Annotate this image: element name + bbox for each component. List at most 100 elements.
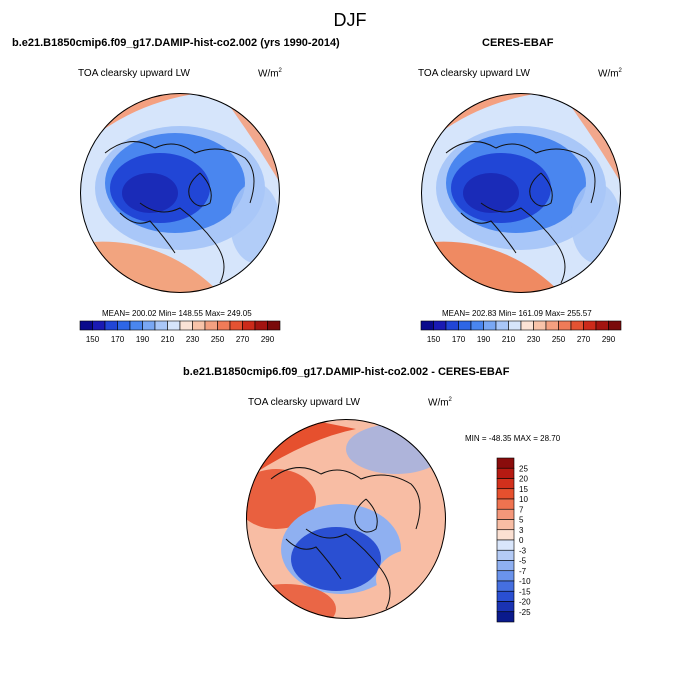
panel2-polar-map [421, 93, 621, 293]
colorbar-box [92, 320, 106, 331]
colorbar-tick-label: 270 [236, 335, 250, 344]
panel2-title: CERES-EBAF [482, 37, 554, 49]
colorbar-tick-label: -25 [519, 608, 531, 617]
colorbar-box [545, 320, 559, 331]
field-region [463, 173, 519, 213]
colorbar-box [79, 320, 93, 331]
colorbar-tick-label: 0 [519, 536, 524, 545]
colorbar-box [458, 320, 472, 331]
panel2-variable: TOA clearsky upward LW [418, 68, 530, 79]
colorbar-box [204, 320, 218, 331]
panel2-stats: MEAN= 202.83 Min= 161.09 Max= 255.57 [442, 309, 592, 318]
colorbar-box [154, 320, 168, 331]
colorbar-tick-label: 170 [111, 335, 125, 344]
colorbar-tick-label: 230 [527, 335, 541, 344]
colorbar-box [496, 601, 515, 613]
colorbar-box [445, 320, 459, 331]
colorbar-box [496, 580, 515, 592]
coastline [460, 212, 517, 254]
colorbar-tick-label: 290 [261, 335, 275, 344]
colorbar-tick-label: 190 [477, 335, 491, 344]
colorbar-tick-label: 20 [519, 475, 528, 484]
colorbar-tick-label: 25 [519, 464, 528, 473]
colorbar-tick-label: 210 [502, 335, 516, 344]
panel2-units: W/m2 [598, 68, 622, 80]
colorbar-box [496, 539, 515, 551]
colorbar-box [470, 320, 484, 331]
colorbar-box [229, 320, 243, 331]
panel3-variable: TOA clearsky upward LW [248, 397, 360, 408]
colorbar-box [533, 320, 547, 331]
coastline [270, 467, 421, 530]
field-region [246, 469, 316, 529]
map-border [80, 93, 280, 293]
colorbar-box [217, 320, 231, 331]
colorbar-box [433, 320, 447, 331]
panel1-title: b.e21.B1850cmip6.f09_g17.DAMIP-hist-co2.… [12, 37, 340, 49]
coastline [529, 172, 553, 207]
panel1-units: W/m2 [258, 68, 282, 80]
colorbar-box [142, 320, 156, 331]
colorbar-box [583, 320, 597, 331]
colorbar-tick-label: 10 [519, 495, 528, 504]
colorbar-box [117, 320, 131, 331]
colorbar-box [242, 320, 256, 331]
map-field [80, 93, 280, 293]
colorbar-tick-label: 250 [211, 335, 225, 344]
colorbar-box [520, 320, 534, 331]
coastline [480, 202, 566, 284]
colorbar-box [496, 519, 515, 531]
colorbar-tick-label: 150 [86, 335, 100, 344]
colorbar-tick-label: -15 [519, 587, 531, 596]
panel1-stats: MEAN= 200.02 Min= 148.55 Max= 249.05 [102, 309, 252, 318]
colorbar-box [495, 320, 509, 331]
colorbar-box [192, 320, 206, 331]
map-field [421, 93, 621, 293]
colorbar-box [496, 457, 515, 469]
field-region [291, 527, 381, 591]
colorbar-box [104, 320, 118, 331]
coastline [305, 528, 391, 610]
colorbar-box [496, 488, 515, 500]
colorbar-tick-label: 230 [186, 335, 200, 344]
map-field [246, 419, 446, 619]
panel1-colorbar: 150 170 190 210 230 250 270 290 [79, 320, 281, 344]
colorbar-tick-label: 250 [552, 335, 566, 344]
coastline [445, 141, 596, 204]
colorbar-tick-label: 3 [519, 526, 524, 535]
colorbar-box [420, 320, 434, 331]
colorbar-tick-label: -10 [519, 577, 531, 586]
main-title: DJF [333, 10, 367, 30]
coastline [188, 172, 212, 207]
colorbar-box [496, 611, 515, 623]
colorbar-tick-label: 150 [427, 335, 441, 344]
colorbar-box [179, 320, 193, 331]
field-region [571, 183, 621, 263]
colorbar-box [570, 320, 584, 331]
colorbar-tick-label: 190 [136, 335, 150, 344]
coastline [139, 202, 225, 284]
colorbar-box [496, 549, 515, 561]
colorbar-box [496, 570, 515, 582]
panel1-variable: TOA clearsky upward LW [78, 68, 190, 79]
colorbar-box [558, 320, 572, 331]
panel3-polar-map [246, 419, 446, 619]
panel3-title: b.e21.B1850cmip6.f09_g17.DAMIP-hist-co2.… [183, 366, 510, 378]
colorbar-box [483, 320, 497, 331]
panel3-stats: MIN = -48.35 MAX = 28.70 [465, 434, 561, 443]
colorbar-box [496, 590, 515, 602]
panel3-units: W/m2 [428, 397, 452, 409]
colorbar-box [496, 467, 515, 479]
colorbar-tick-label: 270 [577, 335, 591, 344]
colorbar-box [608, 320, 622, 331]
colorbar-tick-label: 170 [452, 335, 466, 344]
coastline [119, 212, 176, 254]
colorbar-box [496, 560, 515, 572]
colorbar-box [129, 320, 143, 331]
colorbar-box [496, 478, 515, 490]
colorbar-tick-label: 7 [519, 505, 524, 514]
colorbar-tick-label: 15 [519, 485, 528, 494]
field-region [376, 549, 446, 609]
colorbar-tick-label: 5 [519, 516, 524, 525]
